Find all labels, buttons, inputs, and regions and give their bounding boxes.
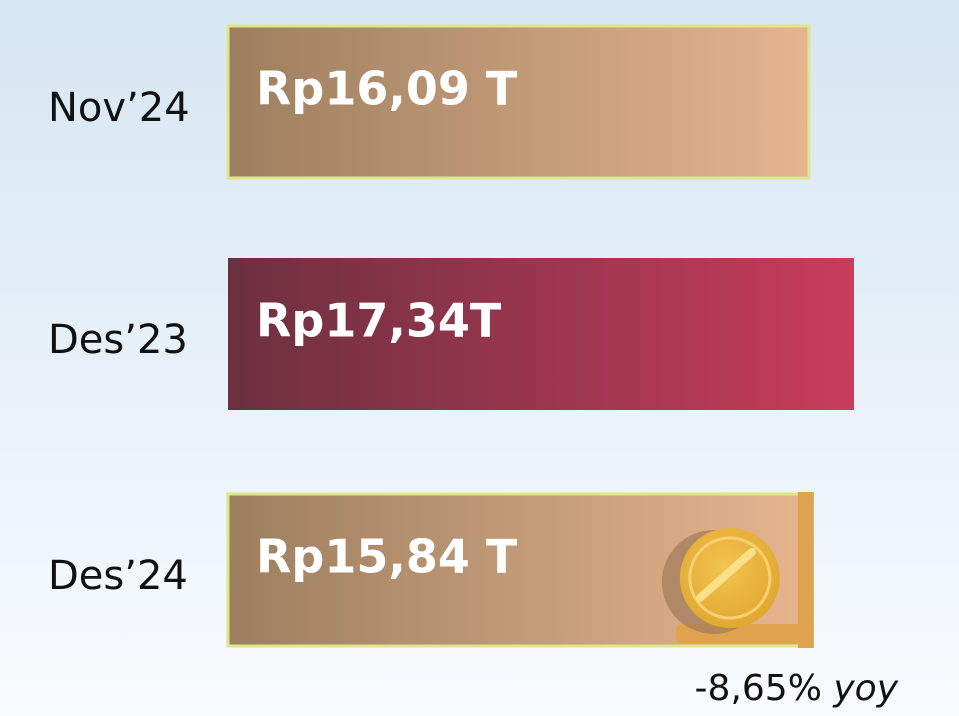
category-label: Nov’24 bbox=[48, 85, 190, 131]
annotation-emphasis: yoy bbox=[832, 668, 898, 709]
coin-stack bbox=[797, 492, 814, 648]
coin-shine bbox=[695, 548, 756, 602]
coin-rim bbox=[688, 536, 772, 620]
coin bbox=[679, 528, 780, 628]
value-label: Rp16,09 T bbox=[256, 62, 518, 116]
category-label: Des’24 bbox=[48, 553, 188, 599]
bar bbox=[228, 258, 854, 410]
category-label: Des’23 bbox=[48, 317, 188, 363]
value-label: Rp15,84 T bbox=[256, 530, 518, 584]
annotation-value: -8,65% bbox=[695, 668, 822, 709]
value-label: Rp17,34T bbox=[256, 294, 502, 348]
bar bbox=[226, 24, 811, 180]
annotation: -8,65% yoy bbox=[695, 668, 899, 709]
